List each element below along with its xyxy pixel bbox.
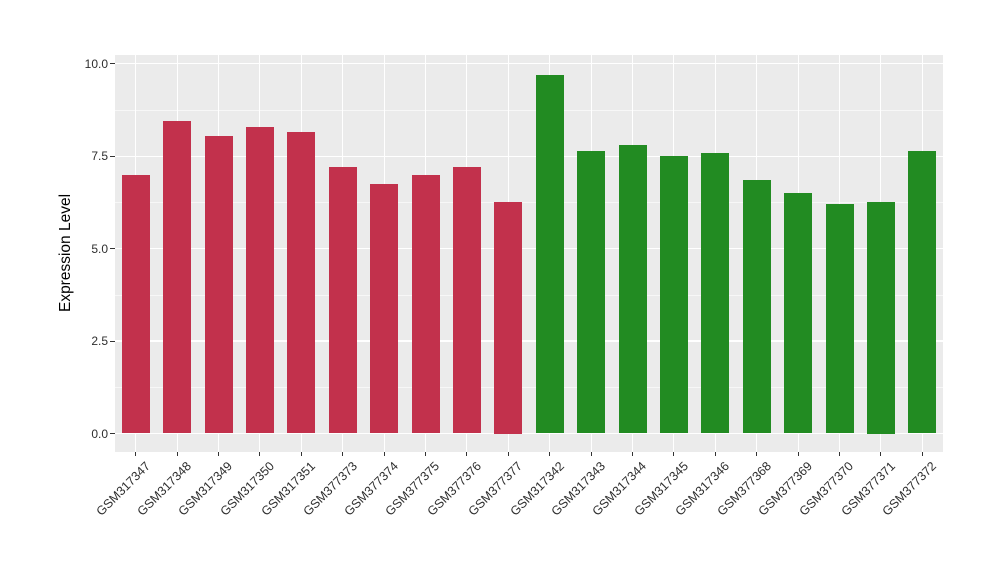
x-tick-mark [259, 452, 261, 456]
bar-GSM317348 [163, 121, 192, 434]
major-gridline [115, 432, 943, 435]
y-tick-label: 7.5 [91, 149, 108, 164]
y-tick-label: 10.0 [84, 56, 108, 71]
plot-panel [115, 55, 943, 452]
bar-GSM377370 [825, 204, 854, 434]
x-tick-mark [466, 452, 468, 456]
bar-GSM377373 [328, 167, 357, 434]
minor-gridline [115, 202, 943, 204]
bar-GSM317350 [245, 126, 274, 434]
bar-GSM317347 [121, 174, 150, 434]
x-tick-mark [590, 452, 592, 456]
minor-gridline [115, 387, 943, 389]
y-tick-mark [110, 155, 115, 157]
minor-gridline [115, 294, 943, 296]
y-tick-label: 2.5 [91, 334, 108, 349]
y-tick-mark [110, 340, 115, 342]
x-tick-mark [714, 452, 716, 456]
bar-GSM377368 [742, 180, 771, 434]
bar-GSM377371 [866, 202, 895, 434]
x-tick-mark [218, 452, 219, 456]
x-tick-mark [300, 452, 302, 456]
x-tick-mark [797, 452, 799, 456]
bar-GSM377374 [370, 183, 399, 434]
x-tick-mark [135, 452, 137, 456]
major-gridline [115, 247, 943, 250]
bar-GSM317345 [659, 156, 688, 434]
bar-GSM317344 [618, 145, 647, 434]
y-tick-label: 0.0 [91, 426, 108, 441]
bar-GSM377372 [908, 150, 937, 434]
bar-GSM377375 [411, 174, 440, 434]
x-tick-mark [425, 452, 426, 456]
major-gridline [115, 155, 943, 157]
x-tick-mark [342, 452, 344, 456]
bar-GSM317343 [577, 150, 606, 434]
x-tick-mark [756, 452, 758, 456]
x-tick-mark [383, 452, 385, 456]
y-tick-label: 5.0 [91, 241, 108, 256]
x-tick-mark [921, 452, 923, 456]
y-tick-mark [110, 433, 115, 434]
x-tick-mark [632, 452, 633, 456]
bar-GSM317351 [287, 132, 316, 434]
x-tick-mark [549, 452, 551, 456]
x-tick-mark [507, 452, 509, 456]
y-tick-mark [110, 248, 115, 250]
y-tick-mark [110, 63, 115, 65]
x-tick-mark [839, 452, 840, 456]
bar-GSM377377 [494, 202, 523, 434]
x-tick-mark [176, 452, 178, 456]
x-tick-mark [880, 452, 882, 456]
bar-GSM377376 [452, 167, 481, 434]
bar-GSM377369 [784, 193, 813, 434]
bar-GSM317342 [535, 74, 564, 434]
x-tick-mark [673, 452, 675, 456]
bar-GSM317349 [204, 135, 233, 434]
major-gridline [115, 340, 943, 342]
bar-GSM317346 [701, 152, 730, 434]
minor-gridline [115, 110, 943, 111]
major-gridline [115, 63, 943, 65]
